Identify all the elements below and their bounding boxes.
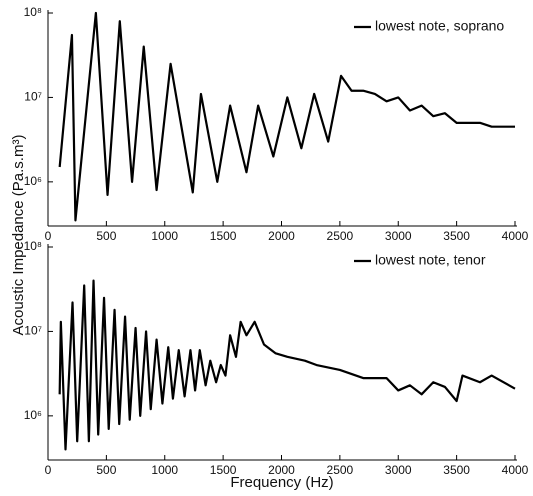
y-tick-label: 10⁷ — [24, 90, 42, 104]
legend-label: lowest note, tenor — [375, 252, 486, 268]
x-tick-label: 3500 — [443, 463, 470, 477]
x-tick-label: 1000 — [151, 463, 178, 477]
x-tick-label: 3000 — [385, 463, 412, 477]
x-tick-label: 1000 — [151, 229, 178, 243]
legend-label: lowest note, soprano — [375, 18, 504, 34]
y-tick-label: 10⁷ — [24, 324, 42, 338]
x-tick-label: 0 — [45, 229, 52, 243]
y-axis-title: Acoustic Impedance (Pa.s.m³) — [10, 135, 27, 336]
x-tick-label: 3500 — [443, 229, 470, 243]
x-tick-label: 2500 — [327, 463, 354, 477]
x-axis-title: Frequency (Hz) — [230, 474, 333, 491]
y-tick-label: 10⁸ — [24, 239, 42, 253]
data-line — [58, 279, 516, 451]
x-tick-label: 4000 — [502, 229, 529, 243]
x-tick-label: 1500 — [210, 463, 237, 477]
x-tick-label: 3000 — [385, 229, 412, 243]
data-line — [58, 11, 515, 222]
x-tick-label: 2000 — [268, 229, 295, 243]
y-tick-label: 10⁸ — [24, 5, 42, 19]
y-tick-label: 10⁶ — [24, 408, 42, 422]
y-tick-label: 10⁶ — [24, 174, 42, 188]
x-tick-label: 500 — [96, 229, 116, 243]
x-tick-label: 1500 — [210, 229, 237, 243]
x-tick-label: 2000 — [268, 463, 295, 477]
x-tick-label: 500 — [96, 463, 116, 477]
x-tick-label: 0 — [45, 463, 52, 477]
x-tick-label: 4000 — [502, 463, 529, 477]
x-tick-label: 2500 — [327, 229, 354, 243]
